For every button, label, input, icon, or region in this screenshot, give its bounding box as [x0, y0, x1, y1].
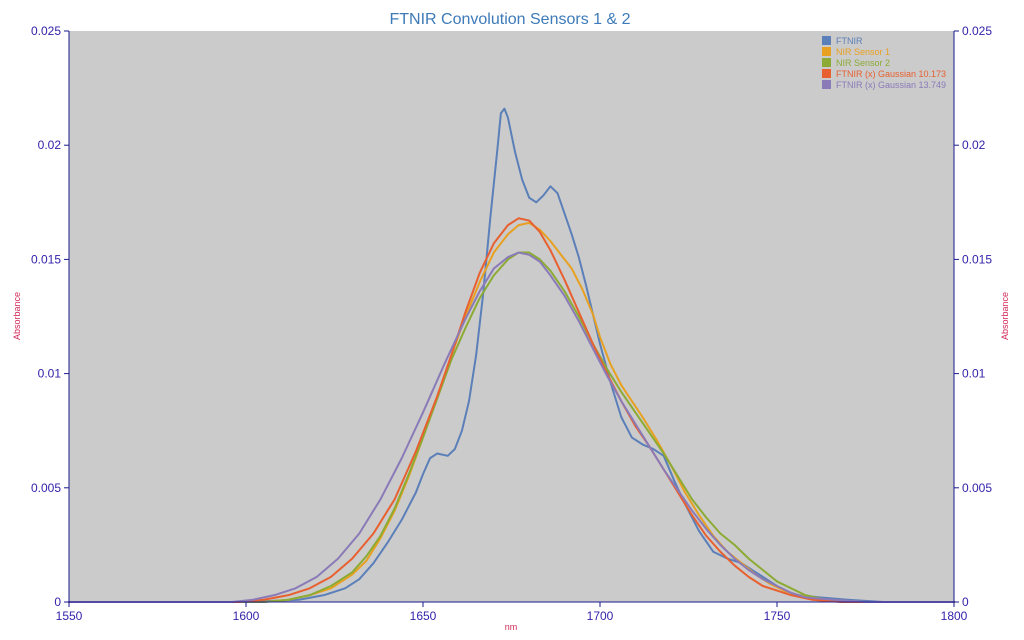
legend-label: FTNIR: [836, 36, 863, 46]
x-tick-label: 1700: [587, 609, 614, 623]
legend-swatch: [822, 47, 831, 56]
plot-area: [69, 31, 954, 602]
y-tick-label-left: 0.005: [31, 481, 61, 495]
series-line-1: [68, 107, 955, 603]
x-tick-label: 1600: [233, 609, 260, 623]
legend-label: FTNIR (x) Gaussian 10.173: [836, 69, 946, 79]
x-tick-label: 1800: [941, 609, 968, 623]
x-tick-label: 1750: [764, 609, 791, 623]
series-line-5: [68, 251, 955, 603]
legend-label: NIR Sensor 2: [836, 58, 890, 68]
y-tick-label-right: 0.01: [962, 367, 986, 381]
x-axis-label: nm: [505, 622, 518, 632]
legend-swatch: [822, 36, 831, 45]
y-tick-label-right: 0: [962, 595, 969, 609]
y-axis-label-left: Absorbance: [12, 292, 22, 340]
legend-label: NIR Sensor 1: [836, 47, 890, 57]
legend-swatch: [822, 80, 831, 89]
y-tick-label-left: 0.025: [31, 24, 61, 38]
x-tick-label: 1650: [410, 609, 437, 623]
y-tick-label-left: 0: [54, 595, 61, 609]
series-layer: [68, 107, 955, 603]
y-axis-label-right: Absorbance: [1000, 292, 1010, 340]
y-tick-label-left: 0.02: [38, 138, 62, 152]
y-tick-label-right: 0.015: [962, 252, 992, 266]
x-tick-label: 1550: [56, 609, 83, 623]
legend-label: FTNIR (x) Gaussian 13.749: [836, 80, 946, 90]
y-tick-label-left: 0.015: [31, 252, 61, 266]
y-tick-label-left: 0.01: [38, 367, 62, 381]
legend-swatch: [822, 58, 831, 67]
y-tick-label-right: 0.025: [962, 24, 992, 38]
series-line-4: [68, 217, 955, 603]
series-line-3: [68, 251, 955, 603]
legend-swatch: [822, 69, 831, 78]
y-tick-label-right: 0.005: [962, 481, 992, 495]
chart-title: FTNIR Convolution Sensors 1 & 2: [390, 11, 631, 28]
y-tick-label-right: 0.02: [962, 138, 986, 152]
